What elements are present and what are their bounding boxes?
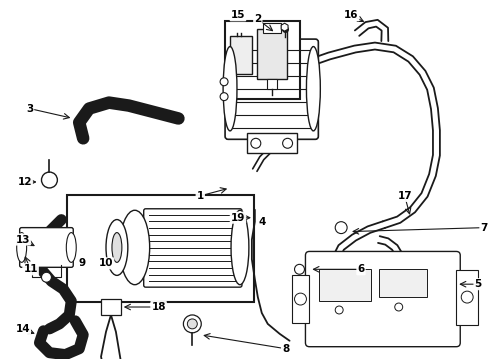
Circle shape: [294, 264, 304, 274]
Ellipse shape: [230, 210, 248, 285]
Text: 1: 1: [196, 191, 203, 201]
Circle shape: [220, 93, 227, 100]
Text: 8: 8: [282, 344, 288, 354]
Circle shape: [250, 138, 260, 148]
Circle shape: [41, 272, 51, 282]
Circle shape: [460, 291, 472, 303]
Bar: [262, 23, 280, 33]
Text: 3: 3: [26, 104, 33, 113]
FancyBboxPatch shape: [143, 209, 242, 287]
Bar: [229, 36, 251, 74]
Text: 17: 17: [397, 191, 411, 201]
Text: 12: 12: [18, 177, 32, 187]
Ellipse shape: [306, 46, 320, 131]
Bar: [291, 275, 309, 323]
FancyBboxPatch shape: [20, 228, 73, 267]
Bar: [455, 270, 477, 325]
Text: 2: 2: [254, 14, 261, 24]
Bar: [224, 21, 300, 99]
Circle shape: [220, 78, 227, 86]
Circle shape: [183, 315, 201, 333]
Bar: [67, 195, 253, 302]
Text: 13: 13: [15, 234, 30, 244]
Bar: [266, 79, 276, 89]
Ellipse shape: [66, 233, 76, 262]
Circle shape: [41, 172, 57, 188]
Ellipse shape: [112, 233, 122, 262]
Bar: [256, 29, 286, 79]
Text: 19: 19: [230, 213, 244, 223]
Text: 5: 5: [473, 279, 481, 289]
Bar: [101, 299, 121, 315]
Ellipse shape: [106, 220, 127, 275]
Text: 15: 15: [230, 10, 244, 20]
Text: 10: 10: [99, 258, 113, 268]
Circle shape: [394, 303, 402, 311]
FancyBboxPatch shape: [224, 39, 318, 139]
Text: 7: 7: [479, 222, 487, 233]
Text: 6: 6: [357, 264, 364, 274]
Ellipse shape: [120, 210, 149, 285]
Text: 9: 9: [79, 258, 85, 268]
Text: 16: 16: [343, 10, 358, 20]
Text: 14: 14: [15, 324, 30, 334]
Circle shape: [282, 138, 292, 148]
Circle shape: [335, 222, 346, 234]
Text: 4: 4: [258, 217, 265, 227]
Bar: [246, 133, 296, 153]
Text: 11: 11: [23, 264, 38, 274]
Ellipse shape: [17, 233, 26, 262]
Circle shape: [294, 293, 306, 305]
Ellipse shape: [223, 46, 237, 131]
Bar: [319, 269, 370, 301]
Text: 18: 18: [151, 302, 165, 312]
Circle shape: [335, 306, 343, 314]
Bar: [378, 269, 426, 297]
FancyBboxPatch shape: [305, 251, 459, 347]
Circle shape: [187, 319, 197, 329]
